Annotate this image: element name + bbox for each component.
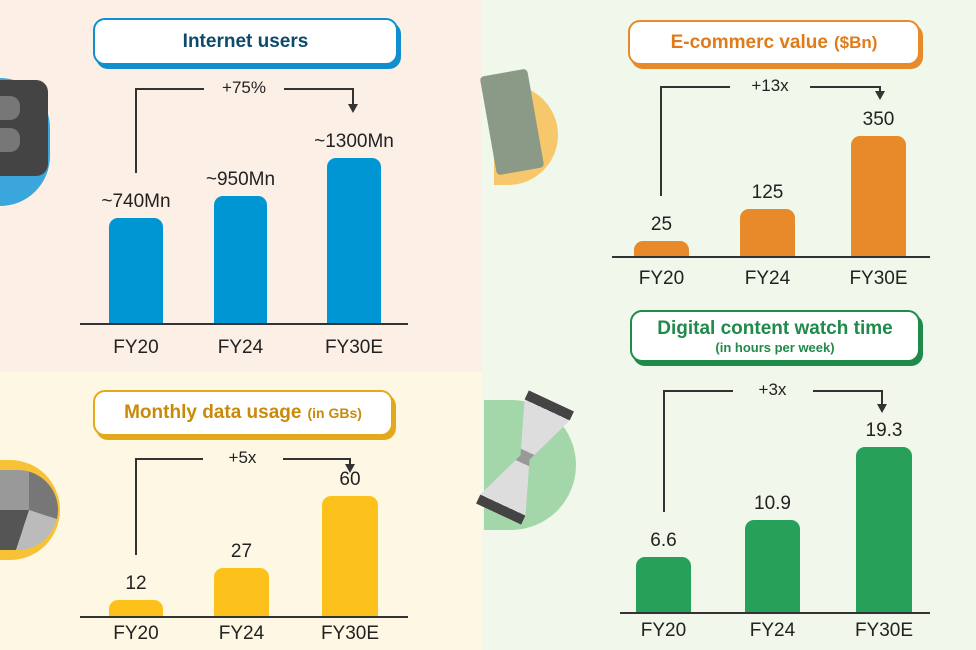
growth-label: +5x [228, 448, 257, 467]
category-label: FY20 [113, 337, 159, 358]
bar-fy30e [856, 447, 912, 612]
bar-fy24 [740, 208, 795, 256]
value-label: 350 [862, 109, 895, 130]
ecommerce-title-box: E-commerc value ($Bn) [628, 20, 920, 65]
chart-title: E-commerc value [670, 31, 828, 53]
value-label: 10.9 [754, 492, 791, 514]
category-label: FY24 [218, 623, 265, 644]
category-label: FY24 [217, 337, 264, 358]
arrow-down-icon [877, 404, 887, 413]
chart-title: Internet users [182, 30, 309, 52]
arrow-down-icon [345, 464, 355, 473]
sim-card-icon [0, 96, 20, 120]
category-label: FY30E [324, 337, 384, 358]
growth-bracket-right [352, 88, 354, 105]
x-axis-baseline [612, 256, 930, 258]
bar-fy20 [636, 557, 691, 612]
value-label: 25 [650, 214, 673, 235]
growth-bracket-top-right [284, 88, 353, 90]
chart-title-row: E-commerc value ($Bn) [630, 32, 918, 54]
category-label: FY20 [638, 268, 685, 289]
category-label: FY24 [749, 620, 796, 641]
arrow-down-icon [875, 91, 885, 100]
bar-fy30e [322, 496, 378, 616]
bar-fy24 [214, 195, 267, 323]
growth-label: +75% [222, 78, 266, 97]
bar-fy20 [109, 600, 163, 616]
category-label: FY24 [744, 268, 791, 289]
chart-subtitle: (in hours per week) [715, 339, 835, 355]
bar-fy30e [327, 158, 381, 323]
chart-title: Digital content watch time [657, 317, 893, 339]
bar-fy20 [109, 218, 163, 323]
data-title-box: Monthly data usage (in GBs) [93, 390, 393, 436]
chart-title-row: Monthly data usage (in GBs) [95, 402, 391, 424]
bar-fy24 [214, 567, 269, 616]
growth-bracket-top-left [135, 88, 204, 90]
value-label: 125 [751, 181, 784, 203]
chart-subtitle: ($Bn) [833, 32, 878, 52]
chart-title: Monthly data usage [124, 402, 302, 423]
growth-bracket-left [135, 458, 137, 555]
bar-fy24 [745, 519, 800, 612]
growth-label: +3x [758, 380, 787, 399]
sim-card-icon [0, 128, 20, 152]
arrow-down-icon [348, 104, 358, 113]
x-axis-baseline [80, 323, 408, 325]
growth-bracket-top-right [282, 458, 350, 460]
growth-label: +13x [751, 76, 789, 95]
value-label: ~950Mn [205, 168, 276, 190]
growth-bracket-right [879, 86, 881, 92]
category-label: FY30E [849, 268, 908, 289]
growth-bracket-top-right [812, 390, 882, 392]
growth-bracket-top-left [660, 86, 730, 88]
growth-bracket-top-left [135, 458, 203, 460]
category-label: FY30E [854, 620, 914, 641]
value-label: 19.3 [865, 420, 903, 441]
value-label: 27 [230, 540, 253, 562]
x-axis-baseline [620, 612, 930, 614]
category-label: FY30E [320, 623, 380, 644]
value-label: 6.6 [650, 530, 677, 551]
growth-bracket-left [135, 88, 137, 173]
bar-fy20 [634, 241, 689, 256]
growth-bracket-top-left [663, 390, 733, 392]
growth-bracket-left [660, 86, 662, 196]
category-label: FY20 [640, 620, 687, 641]
value-label: 12 [125, 573, 147, 594]
value-label: 60 [339, 469, 361, 490]
value-label: ~1300Mn [314, 131, 394, 152]
growth-bracket-top-right [810, 86, 880, 88]
growth-bracket-right [881, 390, 883, 405]
category-label: FY20 [113, 623, 159, 644]
chart-subtitle: (in GBs) [307, 405, 362, 421]
watch-title-box: Digital content watch time (in hours per … [630, 310, 920, 362]
x-axis-baseline [80, 616, 408, 618]
value-label: ~740Mn [101, 191, 171, 212]
bar-fy30e [851, 136, 906, 256]
growth-bracket-left [663, 390, 665, 512]
internet-title-box: Internet users [93, 18, 398, 65]
growth-bracket-right [349, 458, 351, 465]
